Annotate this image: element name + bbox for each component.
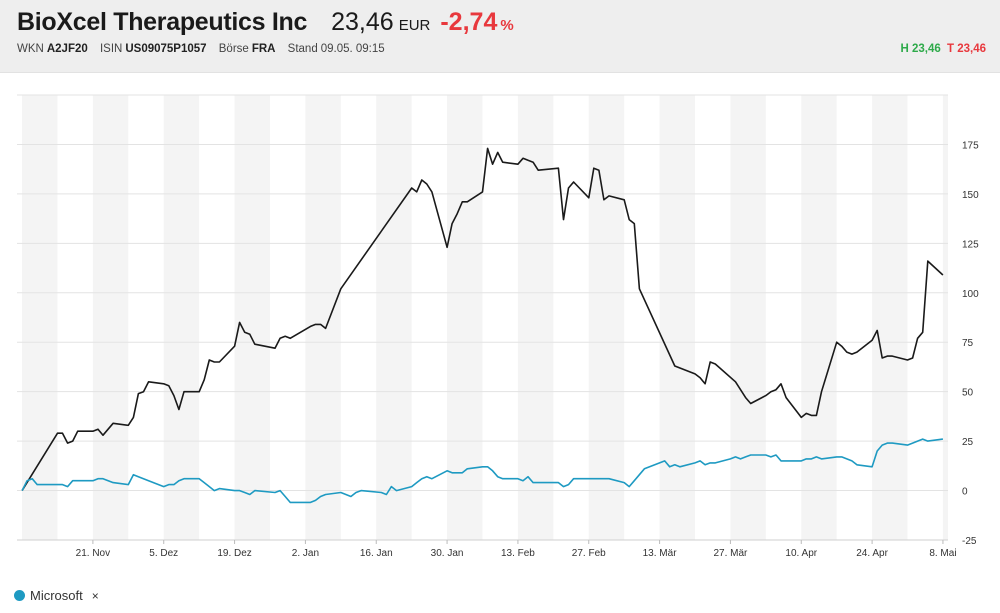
x-tick-label: 27. Mär — [713, 548, 748, 559]
x-tick-label: 19. Dez — [217, 548, 251, 559]
x-tick-label: 5. Dez — [149, 548, 178, 559]
y-tick-label: 0 — [962, 487, 968, 498]
wkn-value: A2JF20 — [46, 43, 88, 55]
wkn-label: WKN — [17, 43, 44, 55]
x-tick-label: 21. Nov — [76, 548, 110, 559]
x-tick-label: 13. Mär — [643, 548, 678, 559]
bioxcel-price-line — [21, 147, 944, 492]
x-tick-label: 2. Jan — [292, 548, 319, 559]
week-band — [447, 95, 483, 540]
quote-header: BioXcel Therapeutics Inc 23,46 EUR -2,74… — [0, 0, 1000, 73]
y-tick-label: 25 — [962, 437, 974, 448]
company-name: BioXcel Therapeutics Inc — [17, 8, 308, 36]
isin-label: ISIN — [99, 43, 123, 55]
legend: Microsoft × — [14, 588, 99, 603]
y-tick-label: 150 — [962, 190, 979, 201]
currency: EUR — [398, 17, 431, 34]
week-band — [92, 95, 129, 540]
week-band — [588, 95, 625, 540]
high-label: H — [900, 43, 909, 55]
high-low: H 23,46 T 23,46 — [900, 43, 986, 55]
low-label: T — [946, 43, 955, 55]
week-band — [376, 95, 412, 540]
y-tick-label: 125 — [962, 239, 979, 250]
x-tick-label: 24. Apr — [856, 548, 888, 559]
x-tick-label: 10. Apr — [785, 548, 817, 559]
price-chart[interactable]: -25 0 25 50 75 100 125 150 175 21. Nov 5. Dez 19. … — [0, 72, 1000, 582]
low-value: 23,46 — [957, 43, 986, 55]
y-tick-label: -25 — [962, 536, 977, 547]
y-tick-label: 100 — [962, 289, 979, 300]
x-tick-label: 27. Feb — [572, 548, 606, 559]
price-change: -2,74 — [440, 8, 498, 36]
exchange-label: Börse — [218, 43, 249, 55]
y-tick-label: 75 — [962, 338, 974, 349]
x-tick-label: 30. Jan — [431, 548, 464, 559]
week-band — [801, 95, 837, 540]
high-value: 23,46 — [912, 43, 941, 55]
title-row: BioXcel Therapeutics Inc 23,46 EUR -2,74… — [17, 8, 514, 37]
week-band — [730, 95, 766, 540]
week-band — [163, 95, 200, 540]
week-band — [234, 95, 270, 540]
security-meta: WKN A2JF20 ISIN US09075P1057 Börse FRA Stan… — [17, 43, 385, 55]
remove-compare-button[interactable]: × — [91, 588, 99, 603]
x-tick-label: 16. Jan — [360, 548, 393, 559]
y-tick-label: 50 — [962, 388, 974, 399]
week-band — [872, 95, 908, 540]
week-band — [942, 95, 948, 540]
legend-label-microsoft: Microsoft — [30, 588, 83, 603]
price-change-unit: % — [500, 17, 514, 34]
week-band — [22, 95, 58, 540]
legend-swatch — [14, 590, 25, 601]
week-band — [659, 95, 696, 540]
x-tick-label: 8. Mai — [929, 548, 956, 559]
x-tick-label: 13. Feb — [501, 548, 535, 559]
y-tick-label: 175 — [962, 140, 979, 151]
stand-value: 09.05. 09:15 — [320, 43, 385, 55]
week-band — [517, 95, 554, 540]
exchange-value: FRA — [251, 43, 276, 55]
microsoft-compare-line — [21, 438, 944, 504]
week-band — [305, 95, 341, 540]
last-price: 23,46 — [331, 8, 394, 36]
isin-value: US09075P1057 — [125, 43, 207, 55]
stand-label: Stand — [287, 43, 318, 55]
